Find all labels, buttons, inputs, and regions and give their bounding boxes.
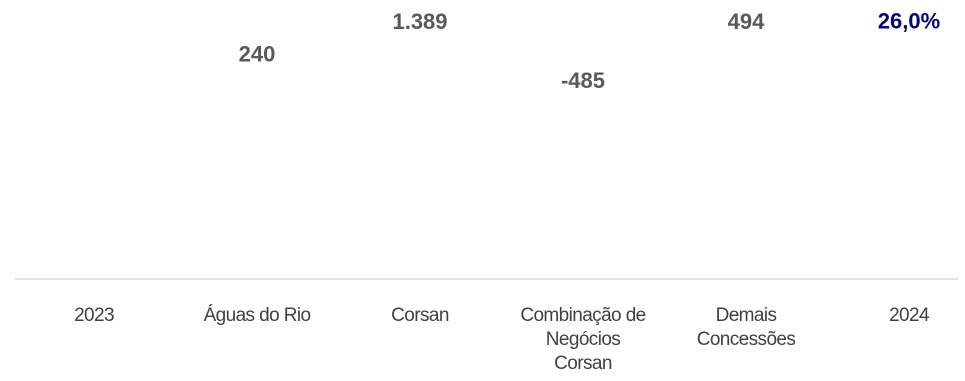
category-label-3-line-2: Corsan [554,353,612,374]
category-label-5-line-0: 2024 [889,305,930,326]
value-label-1: 240 [239,41,276,66]
category-label-4-line-1: Concessões [697,329,796,350]
category-label-0-line-0: 2023 [74,305,114,326]
category-label-1-line-0: Águas do Rio [204,305,311,326]
value-label-2: 1.389 [392,9,447,34]
category-label-3-line-1: Negócios [546,329,621,350]
value-label-5: 7.951 [881,150,936,175]
category-label-2-line-0: Corsan [391,305,449,326]
value-label-0: 6.312 [66,174,121,199]
value-label-3: -485 [561,68,605,93]
category-label-4-line-0: Demais [716,305,777,326]
category-label-group: 2023 Águas do Rio Corsan Combinação de Negóc… [74,305,931,374]
growth-label: 26,0% [878,8,940,33]
value-label-group: 6.312 240 1.389 -485 494 7.951 [66,9,936,199]
value-label-4: 494 [728,9,765,34]
category-label-3-line-0: Combinação de [520,305,645,326]
